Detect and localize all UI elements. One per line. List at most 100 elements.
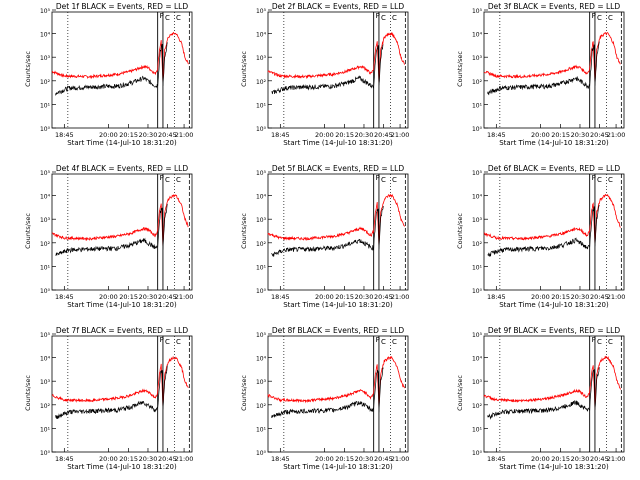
x-axis-label: Start Time (14-Jul-10 18:31:20) bbox=[67, 139, 177, 147]
plot-frame bbox=[51, 11, 193, 129]
plot-frame bbox=[267, 11, 409, 129]
y-axis-label: Counts/sec bbox=[24, 51, 32, 87]
plot-frame bbox=[483, 173, 625, 291]
y-tick-label: 10² bbox=[40, 79, 51, 86]
chart-panel: Det 1f BLACK = Events, RED = LLD 10⁰ 10¹ 10… bbox=[24, 2, 193, 147]
y-tick-label: 10³ bbox=[472, 217, 483, 224]
marker-label: P bbox=[160, 12, 164, 20]
y-tick-label: 10⁰ bbox=[472, 126, 483, 133]
x-tick-label: 20:00 bbox=[315, 131, 334, 139]
x-tick-label: 20:30 bbox=[355, 131, 374, 139]
lld-series-line bbox=[267, 193, 405, 245]
panel-title: Det 5f BLACK = Events, RED = LLD bbox=[272, 164, 405, 173]
y-tick-label: 10² bbox=[472, 241, 483, 248]
marker-label: P bbox=[376, 174, 380, 182]
y-tick-label: 10¹ bbox=[40, 264, 51, 271]
y-tick-label: 10⁴ bbox=[40, 356, 51, 363]
panel-title: Det 9f BLACK = Events, RED = LLD bbox=[488, 326, 621, 335]
y-tick-label: 10¹ bbox=[472, 264, 483, 271]
x-tick-label: 18:45 bbox=[271, 455, 290, 463]
chart-panel: Det 3f BLACK = Events, RED = LLD 10⁰ 10¹ 10… bbox=[456, 2, 625, 147]
x-tick-label: 20:30 bbox=[139, 131, 158, 139]
y-tick-label: 10³ bbox=[472, 379, 483, 386]
events-series-line bbox=[55, 42, 168, 96]
x-tick-label: 20:30 bbox=[139, 293, 158, 301]
plot-frame bbox=[51, 335, 193, 453]
x-axis-label: Start Time (14-Jul-10 18:31:20) bbox=[499, 301, 609, 309]
x-tick-label: 21:00 bbox=[391, 293, 410, 301]
x-tick-label: 20:45 bbox=[374, 293, 393, 301]
y-tick-label: 10⁰ bbox=[472, 450, 483, 457]
panel-title: Det 4f BLACK = Events, RED = LLD bbox=[56, 164, 189, 173]
x-tick-label: 20:15 bbox=[335, 455, 354, 463]
lld-series-line bbox=[52, 31, 189, 83]
y-tick-label: 10⁵ bbox=[256, 170, 267, 177]
y-tick-label: 10⁴ bbox=[472, 194, 483, 201]
y-tick-label: 10¹ bbox=[40, 426, 51, 433]
x-tick-label: 20:30 bbox=[571, 293, 590, 301]
x-tick-label: 20:15 bbox=[119, 131, 138, 139]
marker-label: C bbox=[608, 338, 613, 346]
y-tick-label: 10¹ bbox=[472, 426, 483, 433]
panel-title: Det 7f BLACK = Events, RED = LLD bbox=[56, 326, 189, 335]
y-tick-label: 10⁴ bbox=[40, 194, 51, 201]
panel-title: Det 3f BLACK = Events, RED = LLD bbox=[488, 2, 621, 11]
y-tick-label: 10¹ bbox=[256, 426, 267, 433]
marker-label: P bbox=[160, 174, 164, 182]
x-tick-label: 20:30 bbox=[355, 293, 374, 301]
marker-label: P bbox=[592, 12, 596, 20]
marker-label: C bbox=[392, 338, 397, 346]
plot-frame bbox=[267, 335, 409, 453]
y-tick-label: 10² bbox=[256, 241, 267, 248]
y-tick-label: 10⁵ bbox=[472, 8, 483, 15]
chart-panel: Det 7f BLACK = Events, RED = LLD 10⁰ 10¹ 10… bbox=[24, 326, 193, 471]
x-tick-label: 18:45 bbox=[487, 455, 506, 463]
y-tick-label: 10² bbox=[472, 403, 483, 410]
x-tick-label: 20:00 bbox=[99, 455, 118, 463]
x-tick-label: 21:00 bbox=[175, 131, 194, 139]
marker-label: P bbox=[376, 336, 380, 344]
x-axis-label: Start Time (14-Jul-10 18:31:20) bbox=[67, 301, 177, 309]
x-tick-label: 20:15 bbox=[119, 293, 138, 301]
marker-label: C bbox=[381, 338, 386, 346]
events-series-line bbox=[487, 204, 600, 258]
y-tick-label: 10³ bbox=[256, 379, 267, 386]
x-tick-label: 20:45 bbox=[158, 293, 177, 301]
x-tick-label: 18:45 bbox=[271, 131, 290, 139]
y-axis-label: Counts/sec bbox=[24, 375, 32, 411]
plot-frame bbox=[267, 173, 409, 291]
y-axis-label: Counts/sec bbox=[456, 375, 464, 411]
x-tick-label: 21:00 bbox=[175, 293, 194, 301]
chart-panel: Det 4f BLACK = Events, RED = LLD 10⁰ 10¹ 10… bbox=[24, 164, 193, 309]
y-tick-label: 10² bbox=[40, 241, 51, 248]
y-tick-label: 10⁴ bbox=[256, 356, 267, 363]
y-tick-label: 10⁴ bbox=[40, 32, 51, 39]
y-tick-label: 10⁰ bbox=[472, 288, 483, 295]
events-series-line bbox=[271, 205, 384, 257]
y-tick-label: 10⁰ bbox=[256, 450, 267, 457]
x-tick-label: 20:45 bbox=[374, 455, 393, 463]
x-axis-label: Start Time (14-Jul-10 18:31:20) bbox=[499, 139, 609, 147]
marker-label: C bbox=[176, 176, 181, 184]
y-tick-label: 10⁵ bbox=[40, 8, 51, 15]
events-series-line bbox=[271, 367, 384, 418]
x-tick-label: 20:00 bbox=[99, 131, 118, 139]
x-tick-label: 20:45 bbox=[158, 131, 177, 139]
x-tick-label: 20:45 bbox=[374, 131, 393, 139]
x-tick-label: 21:00 bbox=[391, 131, 410, 139]
marker-label: C bbox=[608, 176, 613, 184]
y-tick-label: 10⁴ bbox=[256, 194, 267, 201]
x-axis-label: Start Time (14-Jul-10 18:31:20) bbox=[283, 301, 393, 309]
x-tick-label: 20:15 bbox=[119, 455, 138, 463]
marker-label: P bbox=[160, 336, 164, 344]
panel-title: Det 6f BLACK = Events, RED = LLD bbox=[488, 164, 621, 173]
chart-panel: Det 9f BLACK = Events, RED = LLD 10⁰ 10¹ 10… bbox=[456, 326, 625, 471]
marker-label: C bbox=[165, 176, 170, 184]
x-tick-label: 21:00 bbox=[607, 131, 626, 139]
y-tick-label: 10⁰ bbox=[256, 126, 267, 133]
marker-label: C bbox=[597, 338, 602, 346]
x-tick-label: 18:45 bbox=[487, 293, 506, 301]
panel-title: Det 2f BLACK = Events, RED = LLD bbox=[272, 2, 405, 11]
y-tick-label: 10¹ bbox=[256, 264, 267, 271]
y-tick-label: 10⁵ bbox=[40, 332, 51, 339]
